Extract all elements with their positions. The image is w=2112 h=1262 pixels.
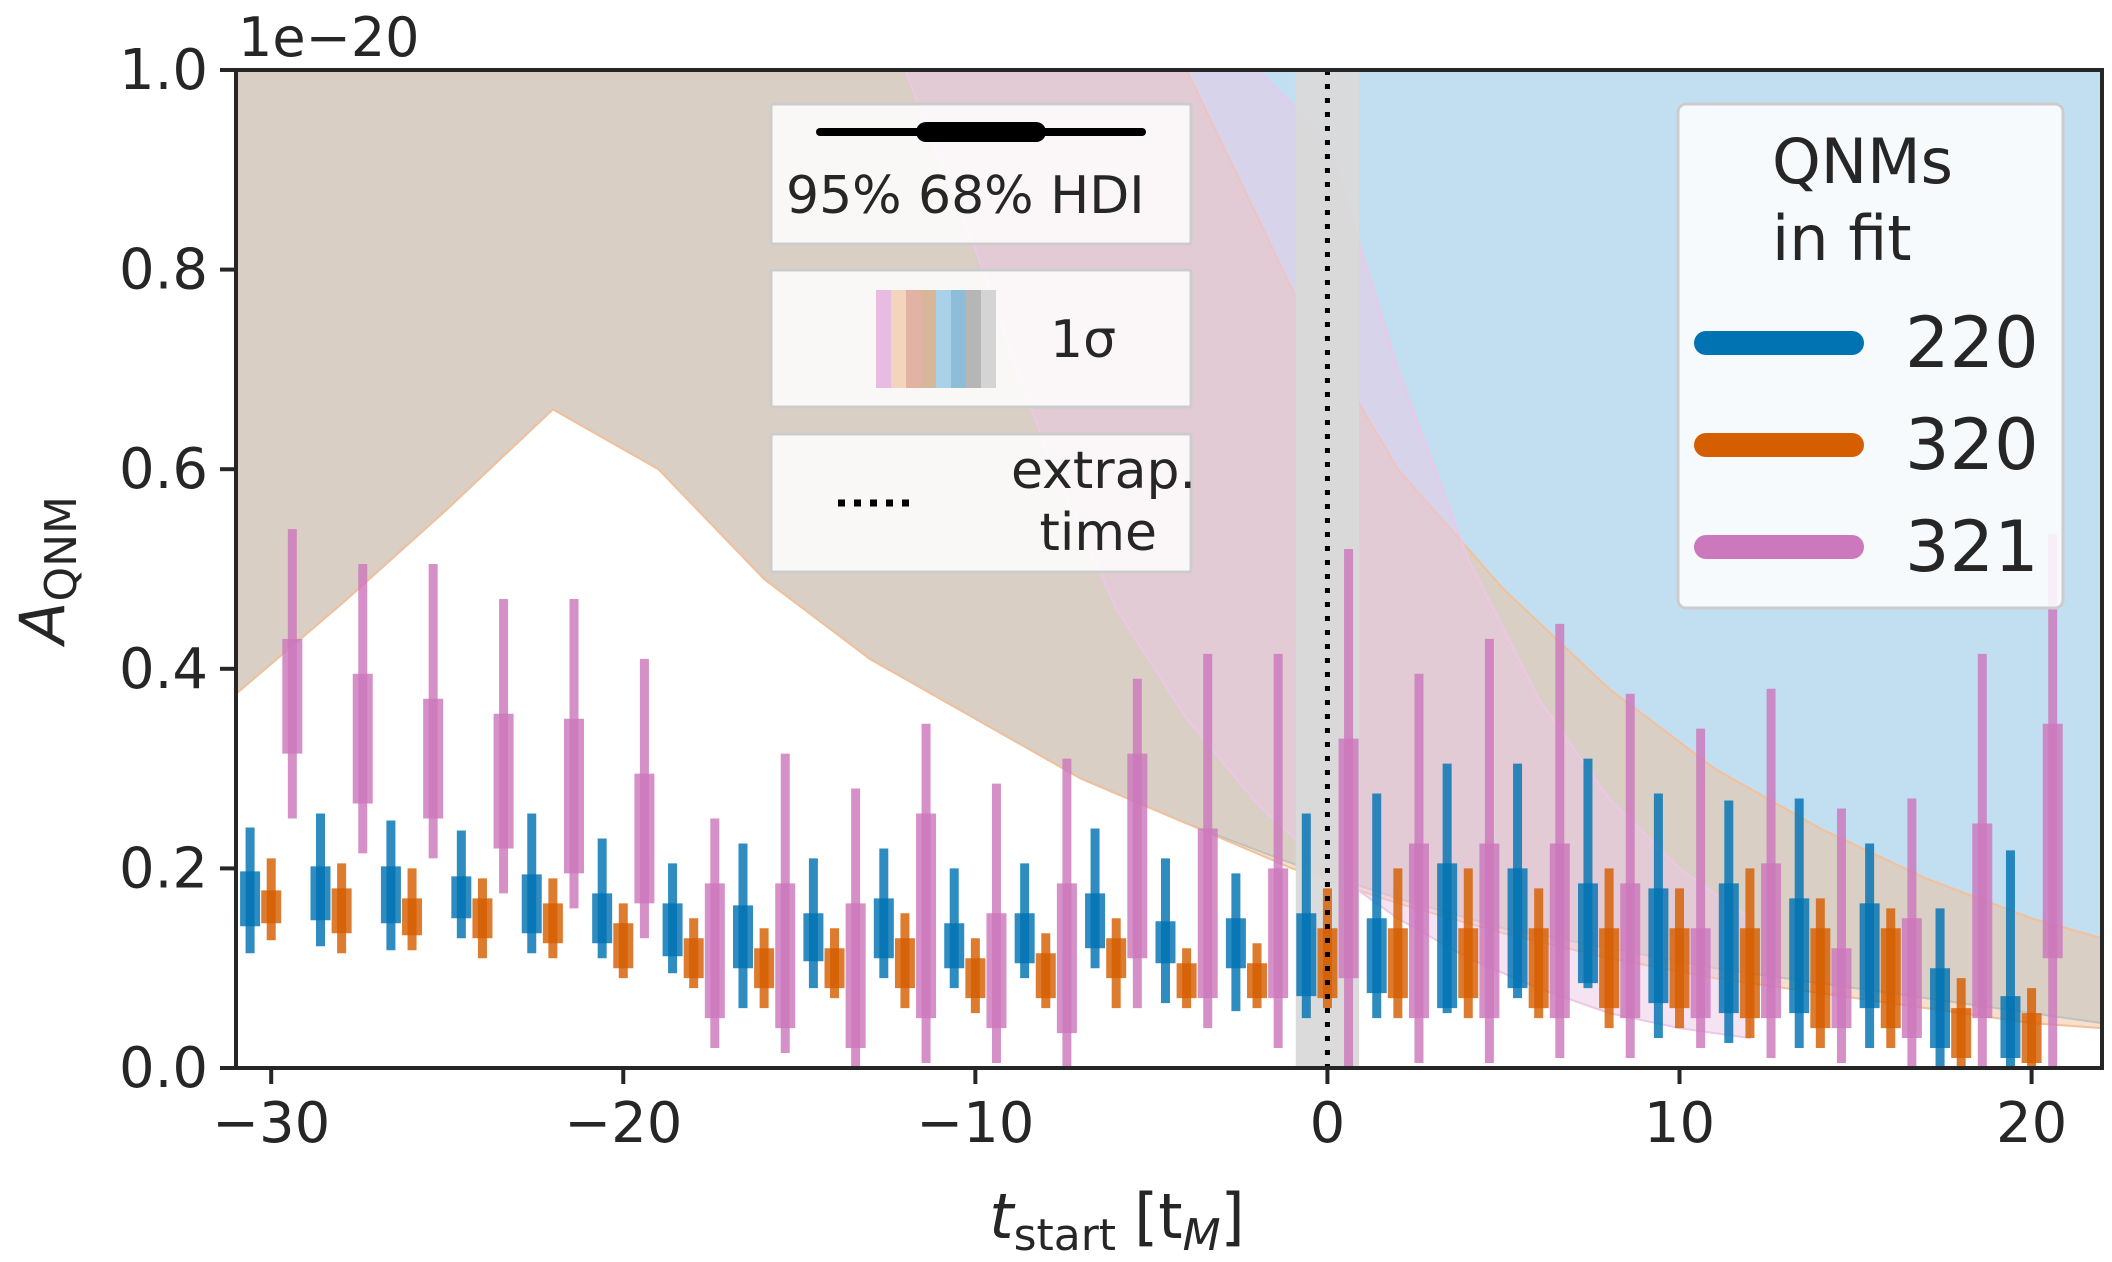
x-label-sub: start	[1014, 1210, 1116, 1261]
x-axis-label: tstart [tM]	[989, 1180, 1244, 1261]
qnm-legend-entries: 220 320 321	[1694, 302, 2039, 588]
hdi-68-label: 68% HDI	[918, 166, 1145, 226]
y-axis-label: AQNM	[6, 496, 87, 648]
y-label-sub: QNM	[36, 496, 87, 602]
qnm-legend-label-321: 321	[1905, 506, 2039, 588]
sigma-swatch	[921, 290, 936, 388]
y-tick-label: 1.0	[119, 38, 208, 103]
extrap-legend: extrap. time	[769, 432, 1196, 574]
qnm-legend-label-220: 220	[1905, 302, 2039, 384]
qnm-legend-title-1: QNMs	[1772, 125, 1953, 198]
hdi-legend-box	[769, 102, 1193, 246]
y-scale-label: 1e−20	[238, 6, 420, 69]
axes-frame	[234, 68, 2104, 1070]
y-tick-label: 0.6	[119, 437, 208, 502]
extrap-legend-box	[769, 432, 1193, 574]
y-axis: 0.0 0.2 0.4 0.6 0.8 1.0	[119, 38, 236, 1101]
x-tick-label: 0	[1310, 1091, 1346, 1156]
y-tick-label: 0.4	[119, 637, 208, 702]
qnm-legend-title-2: in fit	[1772, 202, 1912, 275]
y-tick-label: 0.8	[119, 238, 208, 303]
sigma-swatch	[876, 290, 891, 388]
sigma-label: 1σ	[1050, 310, 1116, 370]
y-tick-label: 0.0	[119, 1036, 208, 1101]
sigma-swatch	[906, 290, 921, 388]
hdi-legend: 95% 68% HDI	[769, 102, 1193, 246]
sigma-swatch	[891, 290, 906, 388]
sigma-swatch	[936, 290, 951, 388]
x-axis: −30 −20 −10 0 10 20	[212, 1068, 2067, 1156]
y-label-main: A	[6, 602, 79, 648]
sigma-legend: 1σ	[769, 268, 1193, 409]
sigma-swatch	[981, 290, 996, 388]
y-tick-label: 0.2	[119, 836, 208, 901]
x-label-unit-sub: M	[1183, 1210, 1221, 1261]
x-tick-label: 20	[1996, 1091, 2067, 1156]
x-tick-label: 10	[1644, 1091, 1715, 1156]
qnm-legend: QNMs in fit 220 320 321	[1676, 102, 2065, 610]
extrap-legend-line1: extrap.	[1011, 441, 1196, 501]
qnm-legend-box	[1676, 102, 2065, 610]
x-tick-label: −30	[212, 1091, 330, 1156]
x-label-unit: [t	[1134, 1180, 1183, 1253]
sigma-swatch	[951, 290, 966, 388]
sigma-swatches	[876, 290, 996, 388]
x-tick-label: −10	[916, 1091, 1034, 1156]
x-tick-label: −20	[564, 1091, 682, 1156]
error-bars	[240, 529, 2063, 1068]
hdi-95-label: 95%	[786, 166, 902, 226]
x-label-main: t	[989, 1180, 1016, 1253]
extrap-legend-line2: time	[1040, 503, 1157, 563]
qnm-legend-label-320: 320	[1905, 404, 2039, 486]
x-label-unit-close: ]	[1221, 1180, 1245, 1253]
sigma-swatch	[966, 290, 981, 388]
